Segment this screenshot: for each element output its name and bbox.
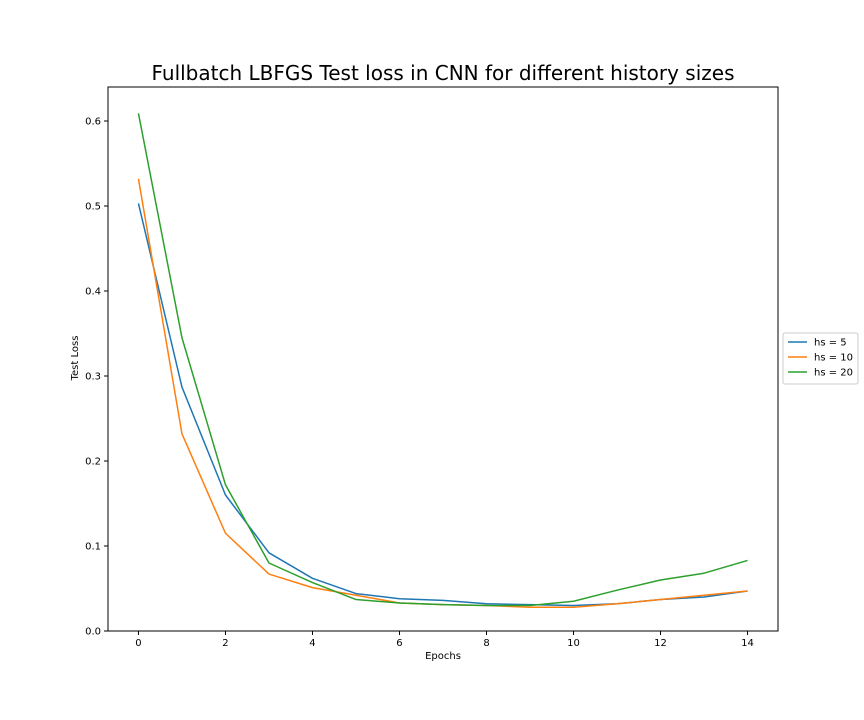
x-tick-label: 10 bbox=[567, 638, 580, 649]
x-tick-label: 2 bbox=[222, 638, 228, 649]
y-tick-label: 0.0 bbox=[85, 627, 101, 638]
x-axis-label: Epochs bbox=[425, 651, 461, 662]
series-line-1 bbox=[137, 203, 748, 607]
axes-frame bbox=[107, 86, 779, 632]
y-tick-label: 0.2 bbox=[85, 457, 101, 468]
legend: hs = 5 hs = 10 hs = 20 bbox=[782, 332, 859, 385]
x-tick-label: 4 bbox=[309, 638, 315, 649]
y-tick-label: 0.4 bbox=[85, 287, 101, 298]
x-tick-label: 12 bbox=[654, 638, 667, 649]
legend-label-1: hs = 5 bbox=[814, 338, 847, 349]
legend-label-3: hs = 20 bbox=[814, 368, 853, 379]
x-tick-label: 14 bbox=[741, 638, 754, 649]
y-tick-label: 0.6 bbox=[85, 117, 101, 128]
series-line-2 bbox=[137, 178, 748, 608]
y-tick-label: 0.5 bbox=[85, 202, 101, 213]
series-line-3 bbox=[137, 113, 748, 607]
y-tick-label: 0.1 bbox=[85, 542, 101, 553]
x-tick-label: 8 bbox=[483, 638, 489, 649]
y-tick-label: 0.3 bbox=[85, 372, 101, 383]
x-tick-label: 0 bbox=[135, 638, 141, 649]
x-tick-label: 6 bbox=[396, 638, 402, 649]
y-axis-label: Test Loss bbox=[70, 336, 81, 382]
legend-label-2: hs = 10 bbox=[814, 353, 853, 364]
chart-title: Fullbatch LBFGS Test loss in CNN for dif… bbox=[151, 61, 734, 85]
plot-area: 0 2 4 6 8 10 12 14 0.0 0.1 0.2 0.3 0.4 0.5 0.6 bbox=[85, 86, 779, 649]
